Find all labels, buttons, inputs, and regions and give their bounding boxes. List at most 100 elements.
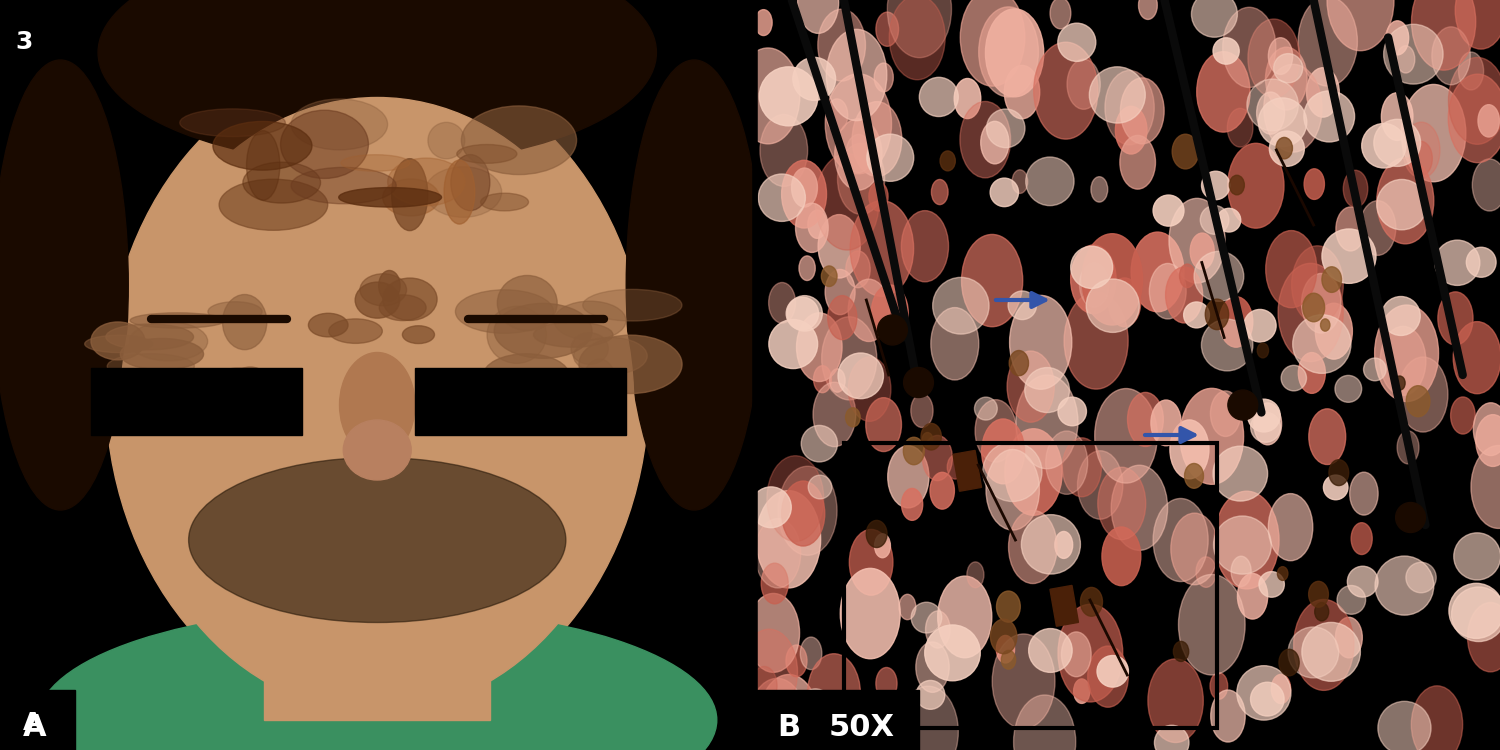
Ellipse shape — [800, 688, 831, 721]
Ellipse shape — [876, 668, 897, 700]
Ellipse shape — [1395, 376, 1406, 390]
Ellipse shape — [759, 174, 806, 221]
Ellipse shape — [822, 316, 878, 400]
Ellipse shape — [1010, 350, 1029, 376]
Ellipse shape — [1071, 245, 1116, 314]
Ellipse shape — [1190, 233, 1214, 269]
Ellipse shape — [1329, 460, 1348, 485]
Ellipse shape — [1238, 574, 1268, 619]
Ellipse shape — [378, 271, 400, 301]
Ellipse shape — [1222, 8, 1276, 88]
Ellipse shape — [1352, 523, 1372, 554]
Ellipse shape — [996, 635, 1014, 663]
Ellipse shape — [827, 99, 848, 131]
Ellipse shape — [1396, 430, 1419, 464]
Ellipse shape — [886, 701, 909, 737]
Ellipse shape — [106, 354, 195, 379]
Ellipse shape — [213, 122, 312, 170]
Ellipse shape — [225, 370, 292, 398]
Ellipse shape — [1306, 68, 1340, 117]
Ellipse shape — [458, 145, 518, 164]
Ellipse shape — [808, 476, 832, 499]
Ellipse shape — [756, 490, 820, 588]
Bar — [754, 690, 918, 750]
Ellipse shape — [1154, 499, 1208, 581]
Ellipse shape — [898, 594, 916, 619]
Ellipse shape — [584, 359, 615, 403]
Ellipse shape — [0, 60, 129, 510]
Ellipse shape — [1215, 491, 1280, 589]
Ellipse shape — [926, 625, 981, 681]
Ellipse shape — [822, 266, 837, 286]
Ellipse shape — [938, 576, 992, 658]
Ellipse shape — [1258, 572, 1284, 597]
Ellipse shape — [839, 353, 884, 399]
Ellipse shape — [786, 297, 819, 330]
Ellipse shape — [1396, 46, 1414, 73]
Ellipse shape — [807, 654, 861, 734]
Ellipse shape — [1266, 230, 1317, 308]
Ellipse shape — [1335, 617, 1362, 658]
Ellipse shape — [106, 369, 207, 420]
Ellipse shape — [1383, 24, 1443, 84]
Ellipse shape — [1382, 296, 1420, 335]
Ellipse shape — [1374, 305, 1438, 401]
Ellipse shape — [554, 302, 626, 340]
Ellipse shape — [819, 722, 840, 750]
Ellipse shape — [1293, 599, 1354, 690]
Ellipse shape — [1010, 296, 1072, 389]
Ellipse shape — [902, 488, 922, 520]
Ellipse shape — [1228, 390, 1257, 420]
Ellipse shape — [968, 562, 984, 588]
Ellipse shape — [1155, 725, 1190, 750]
Bar — [952, 451, 981, 491]
Ellipse shape — [1398, 357, 1447, 432]
Ellipse shape — [1120, 78, 1164, 144]
Ellipse shape — [1088, 646, 1128, 707]
Ellipse shape — [1005, 65, 1040, 118]
Ellipse shape — [796, 313, 842, 382]
Ellipse shape — [920, 77, 958, 116]
Ellipse shape — [480, 194, 528, 211]
Ellipse shape — [1304, 293, 1324, 322]
Ellipse shape — [246, 130, 280, 200]
Ellipse shape — [1206, 299, 1228, 330]
Ellipse shape — [1432, 27, 1470, 85]
Ellipse shape — [1071, 246, 1113, 289]
Ellipse shape — [1022, 514, 1080, 574]
Ellipse shape — [1080, 262, 1108, 307]
Ellipse shape — [1013, 170, 1028, 194]
Ellipse shape — [1046, 431, 1088, 494]
Ellipse shape — [1116, 106, 1148, 154]
Ellipse shape — [852, 102, 901, 176]
Ellipse shape — [1254, 403, 1281, 445]
Ellipse shape — [1302, 274, 1341, 333]
Ellipse shape — [1064, 292, 1128, 389]
Ellipse shape — [1128, 392, 1164, 446]
Ellipse shape — [782, 481, 825, 546]
Ellipse shape — [1096, 656, 1128, 687]
Ellipse shape — [1322, 267, 1341, 292]
Ellipse shape — [1214, 446, 1267, 501]
Ellipse shape — [1029, 628, 1072, 672]
Ellipse shape — [582, 290, 682, 321]
Ellipse shape — [930, 472, 954, 509]
Ellipse shape — [1058, 398, 1086, 426]
Ellipse shape — [573, 338, 646, 374]
Ellipse shape — [865, 398, 901, 451]
Ellipse shape — [1350, 472, 1378, 515]
Ellipse shape — [960, 0, 1024, 86]
Ellipse shape — [494, 303, 592, 358]
Ellipse shape — [1436, 240, 1480, 286]
Ellipse shape — [827, 29, 886, 121]
Text: A: A — [22, 711, 42, 735]
Ellipse shape — [1148, 659, 1203, 742]
Ellipse shape — [788, 296, 822, 331]
Ellipse shape — [792, 168, 818, 207]
Ellipse shape — [808, 210, 826, 238]
Ellipse shape — [1406, 386, 1429, 417]
Ellipse shape — [219, 179, 327, 230]
Ellipse shape — [1298, 0, 1358, 86]
Ellipse shape — [1269, 38, 1293, 74]
Ellipse shape — [847, 357, 891, 422]
